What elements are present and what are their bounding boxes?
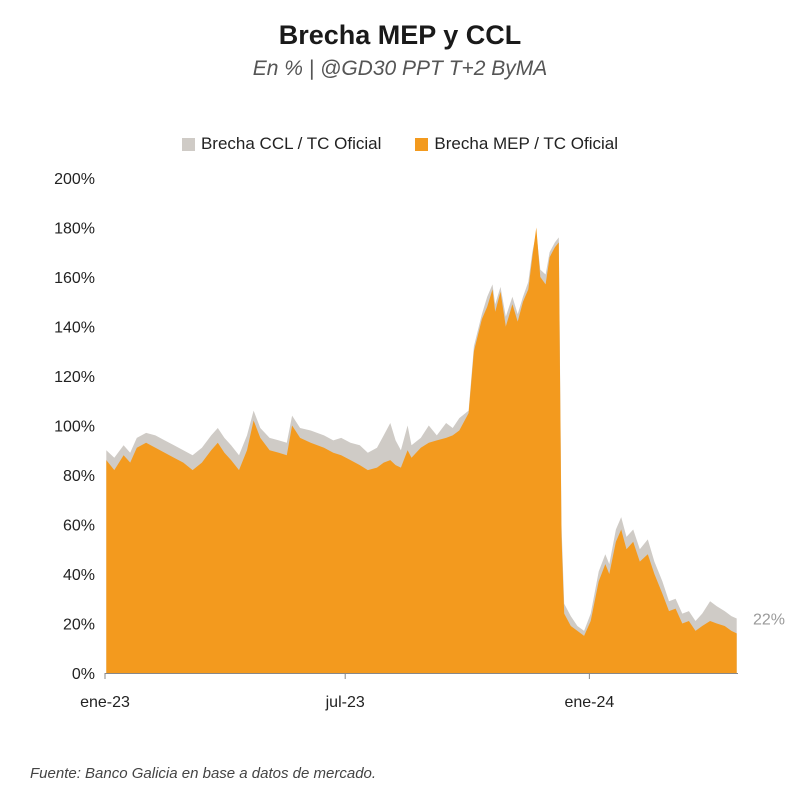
chart-legend: Brecha CCL / TC Oficial Brecha MEP / TC …	[0, 134, 800, 154]
legend-label-ccl: Brecha CCL / TC Oficial	[200, 134, 382, 153]
legend-label-mep: Brecha MEP / TC Oficial	[434, 134, 619, 153]
series-area-mep	[106, 227, 737, 673]
series-areas	[106, 227, 737, 673]
y-axis: 0% 20% 40% 60% 80% 100% 120% 140% 160% 180% 200%	[54, 171, 95, 683]
y-tick-label: 200%	[54, 171, 95, 188]
x-tick-label: jul-23	[325, 694, 365, 711]
y-tick-label: 180%	[54, 221, 95, 238]
end-value-label: 22%	[753, 612, 785, 629]
chart-source: Fuente: Banco Galicia en base a datos de…	[30, 765, 377, 782]
y-tick-label: 80%	[63, 468, 95, 485]
y-tick-label: 40%	[63, 567, 95, 584]
x-tick-label: ene-23	[80, 694, 130, 711]
chart-subtitle: En % | @GD30 PPT T+2 ByMA	[252, 57, 548, 80]
y-tick-label: 160%	[54, 270, 95, 287]
x-tick-label: ene-24	[564, 694, 614, 711]
y-tick-label: 100%	[54, 419, 95, 436]
y-tick-label: 120%	[54, 369, 95, 386]
y-tick-label: 0%	[72, 666, 95, 683]
chart-title: Brecha MEP y CCL	[278, 20, 522, 50]
legend-item-mep: Brecha MEP / TC Oficial	[415, 134, 618, 154]
y-tick-label: 20%	[63, 617, 95, 634]
legend-item-ccl: Brecha CCL / TC Oficial	[181, 134, 382, 154]
legend-swatch-ccl	[181, 137, 195, 151]
legend-swatch-mep	[415, 137, 429, 151]
x-axis: ene-23 jul-23 ene-24	[80, 673, 738, 711]
y-tick-label: 60%	[63, 518, 95, 535]
y-tick-label: 140%	[54, 320, 95, 337]
